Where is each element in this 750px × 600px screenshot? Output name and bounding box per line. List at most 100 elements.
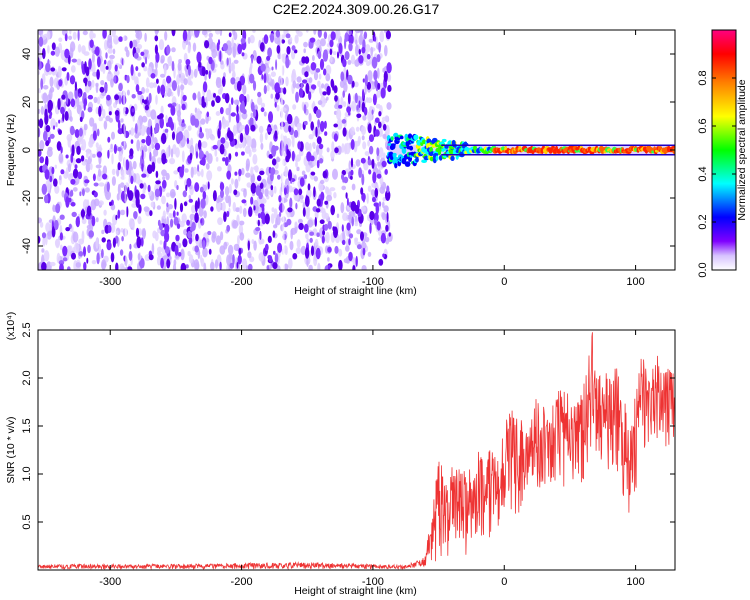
noise-blob xyxy=(161,152,167,165)
noise-blob xyxy=(161,133,167,145)
noise-blob xyxy=(156,78,159,84)
noise-blob xyxy=(268,255,273,263)
noise-speck xyxy=(355,140,361,147)
noise-blob xyxy=(61,94,66,100)
noise-blob xyxy=(212,190,217,202)
noise-blob xyxy=(201,156,206,166)
noise-speck xyxy=(99,63,104,72)
noise-speck xyxy=(294,221,298,227)
noise-speck xyxy=(284,248,288,255)
noise-blob xyxy=(178,252,182,257)
noise-speck xyxy=(301,170,306,176)
noise-blob xyxy=(219,107,224,115)
snr-ytick-label: 0.5 xyxy=(21,514,33,529)
noise-blob xyxy=(261,74,264,80)
noise-speck xyxy=(291,136,295,148)
noise-speck xyxy=(92,71,98,77)
noise-speck xyxy=(382,201,385,208)
noise-speck xyxy=(300,245,307,255)
noise-blob xyxy=(65,154,69,159)
noise-blob xyxy=(269,33,275,43)
noise-blob xyxy=(166,75,172,84)
noise-blob xyxy=(350,139,355,150)
noise-blob xyxy=(274,82,280,94)
noise-speck xyxy=(302,201,306,210)
noise-blob xyxy=(220,137,226,144)
noise-blob xyxy=(372,171,377,184)
noise-speck xyxy=(321,83,325,89)
noise-speck xyxy=(355,39,358,45)
noise-blob xyxy=(67,266,71,270)
noise-speck xyxy=(54,46,60,57)
noise-speck xyxy=(119,209,126,216)
noise-blob xyxy=(58,260,65,266)
noise-speck xyxy=(110,78,114,88)
noise-speck xyxy=(320,207,326,214)
noise-blob xyxy=(198,61,202,68)
noise-blob xyxy=(260,107,265,113)
noise-blob xyxy=(117,162,121,171)
noise-speck xyxy=(273,186,277,194)
noise-blob xyxy=(162,179,167,189)
noise-blob xyxy=(201,66,206,77)
noise-speck xyxy=(89,163,93,171)
noise-speck xyxy=(308,264,313,270)
noise-speck xyxy=(382,133,388,139)
noise-blob xyxy=(41,183,47,195)
noise-blob xyxy=(194,200,198,213)
noise-blob xyxy=(64,111,69,121)
noise-blob xyxy=(274,130,278,140)
noise-speck xyxy=(84,187,90,193)
noise-blob xyxy=(327,220,332,230)
noise-blob xyxy=(112,237,116,248)
noise-blob xyxy=(181,122,186,127)
noise-speck xyxy=(165,85,169,94)
noise-speck xyxy=(231,37,234,48)
noise-blob xyxy=(382,253,385,258)
noise-speck xyxy=(292,80,297,89)
noise-speck xyxy=(59,244,63,251)
noise-speck xyxy=(191,204,196,214)
noise-speck xyxy=(69,30,72,35)
noise-speck xyxy=(200,118,206,125)
noise-blob xyxy=(267,235,272,243)
snr-ytick-label: 1.0 xyxy=(21,466,33,481)
noise-blob xyxy=(107,136,111,143)
noise-speck xyxy=(300,199,304,204)
noise-blob xyxy=(150,125,153,137)
noise-speck xyxy=(306,257,309,267)
noise-blob xyxy=(201,95,205,107)
noise-speck xyxy=(215,235,221,245)
noise-speck xyxy=(205,163,210,170)
noise-speck xyxy=(325,73,331,82)
noise-speck xyxy=(250,138,257,151)
noise-blob xyxy=(45,140,50,147)
noise-blob xyxy=(212,144,218,150)
noise-blob xyxy=(208,70,211,79)
noise-blob xyxy=(253,109,256,119)
noise-blob xyxy=(315,109,322,119)
noise-speck xyxy=(245,265,249,270)
noise-blob xyxy=(114,94,120,101)
figure-title: C2E2.2024.309.00.26.G17 xyxy=(273,1,440,17)
noise-speck xyxy=(266,84,270,92)
noise-speck xyxy=(296,239,301,249)
noise-blob xyxy=(204,40,210,49)
noise-speck xyxy=(294,34,299,44)
noise-blob xyxy=(268,111,273,123)
noise-speck xyxy=(93,33,96,39)
noise-blob xyxy=(88,230,94,238)
noise-speck xyxy=(270,213,275,225)
noise-blob xyxy=(206,111,210,118)
noise-speck xyxy=(288,257,293,270)
colorbar-tick-label: 0.8 xyxy=(697,70,709,85)
noise-speck xyxy=(338,248,343,257)
noise-speck xyxy=(336,118,343,130)
noise-blob xyxy=(109,201,112,206)
noise-speck xyxy=(59,175,62,181)
noise-speck xyxy=(326,186,330,195)
signal-mark xyxy=(390,136,394,141)
noise-speck xyxy=(137,72,141,77)
noise-speck xyxy=(141,228,147,238)
noise-blob xyxy=(117,147,122,152)
